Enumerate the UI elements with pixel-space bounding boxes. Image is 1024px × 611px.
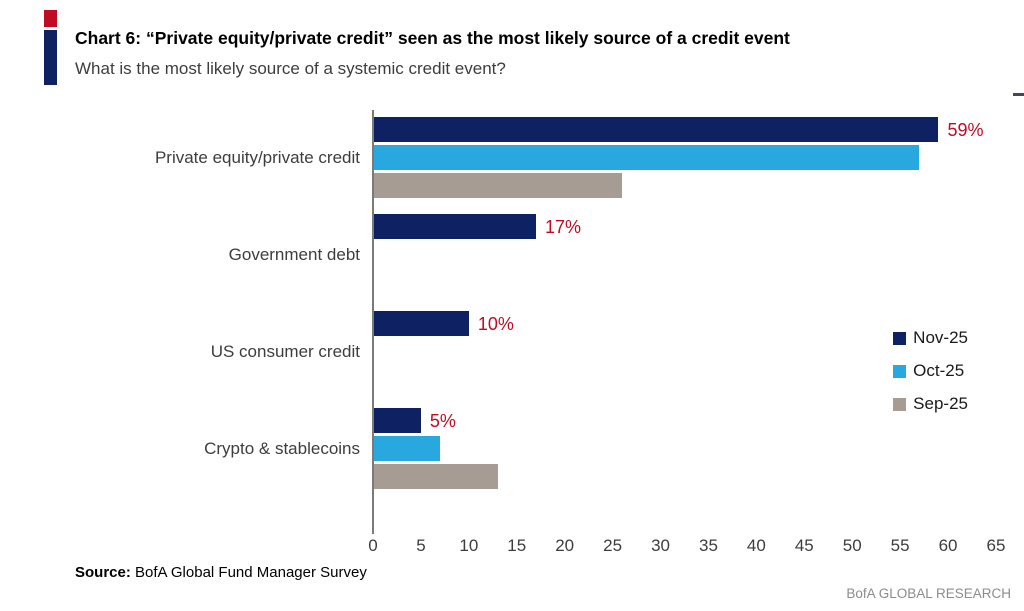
legend-item: Nov-25 <box>893 328 968 348</box>
x-tick-label: 20 <box>555 536 575 555</box>
chart-title: Chart 6: “Private equity/private credit”… <box>75 28 790 48</box>
chart-subtitle: What is the most likely source of a syst… <box>75 59 506 78</box>
category-group: US consumer credit 10% <box>44 311 996 392</box>
x-tick-label: 30 <box>651 536 670 555</box>
bar-row: 5% <box>373 408 996 433</box>
x-tick-label: 35 <box>698 536 718 555</box>
category-label: US consumer credit <box>210 341 360 361</box>
bar-nov-25 <box>373 214 536 239</box>
plot-area: Nov-25 Oct-25 Sep-25 Private equity/privat… <box>44 110 996 534</box>
x-tick-label: 25 <box>603 536 623 555</box>
y-axis-line <box>372 110 374 534</box>
legend-item: Oct-25 <box>893 361 968 381</box>
title-block: Chart 6: “Private equity/private credit”… <box>75 10 790 85</box>
x-tick-label: 0 <box>368 536 378 555</box>
x-tick-label: 45 <box>794 536 814 555</box>
legend-label: Oct-25 <box>913 361 965 380</box>
bar-row: 59% <box>373 117 996 142</box>
source-note: Source: BofA Global Fund Manager Survey <box>75 564 1024 581</box>
data-label: 17% <box>544 216 581 237</box>
x-tick-label: 5 <box>416 536 426 555</box>
source-text: BofA Global Fund Manager Survey <box>130 564 367 581</box>
accent-blue-bar <box>44 30 57 85</box>
category-group: Government debt 17% <box>44 214 996 295</box>
bar-row <box>373 145 996 170</box>
bar-nov-25 <box>373 408 421 433</box>
bar-row: 17% <box>373 214 996 239</box>
bar-stack: 10% <box>373 311 996 392</box>
x-axis: 0 5 10 15 20 25 30 35 40 45 50 55 60 65 <box>368 536 1005 558</box>
bar-nov-25 <box>373 117 939 142</box>
category-label: Crypto & stablecoins <box>204 438 360 458</box>
bar-row <box>373 436 996 461</box>
bar-row <box>373 242 996 267</box>
legend-label: Sep-25 <box>913 394 968 413</box>
x-tick-label: 10 <box>459 536 479 555</box>
bar-row <box>373 270 996 295</box>
x-tick-label: 55 <box>890 536 910 555</box>
legend-label: Nov-25 <box>913 328 968 347</box>
x-tick-label: 15 <box>507 536 527 555</box>
legend-item: Sep-25 <box>893 394 968 414</box>
bar-sep-25 <box>373 173 623 198</box>
x-tick-label: 50 <box>842 536 862 555</box>
bar-row <box>373 464 996 489</box>
x-tick-label: 60 <box>938 536 958 555</box>
brand-note: BofA GLOBAL RESEARCH <box>846 586 1011 601</box>
bar-row <box>373 173 996 198</box>
accent-red-square <box>44 10 57 27</box>
bar-oct-25 <box>373 145 920 170</box>
bar-stack: 5% <box>373 408 996 489</box>
bar-oct-25 <box>373 436 441 461</box>
category-label: Government debt <box>228 244 360 264</box>
bar-nov-25 <box>373 311 469 336</box>
data-label: 59% <box>947 119 984 140</box>
category-group: Crypto & stablecoins 5% <box>44 408 996 489</box>
data-label: 5% <box>429 410 456 431</box>
x-tick-label: 40 <box>746 536 766 555</box>
legend-swatch <box>893 331 907 345</box>
bar-row: 10% <box>373 311 996 336</box>
bar-stack: 17% <box>373 214 996 295</box>
category-group: Private equity/private credit 59% <box>44 117 996 198</box>
category-label: Private equity/private credit <box>154 147 360 167</box>
bar-chart: Nov-25 Oct-25 Sep-25 Private equity/privat… <box>44 110 1005 558</box>
data-label: 10% <box>477 313 514 334</box>
legend-swatch <box>893 397 907 411</box>
legend: Nov-25 Oct-25 Sep-25 <box>893 328 968 414</box>
chart-header: Chart 6: “Private equity/private credit”… <box>0 0 1024 85</box>
title-accent-bar <box>44 10 57 85</box>
legend-swatch <box>893 364 907 378</box>
bar-stack: 59% <box>373 117 996 198</box>
x-tick-label: 65 <box>986 536 1006 555</box>
top-right-edge-mark <box>1013 93 1024 96</box>
bar-sep-25 <box>373 464 498 489</box>
source-label: Source: <box>75 564 131 581</box>
